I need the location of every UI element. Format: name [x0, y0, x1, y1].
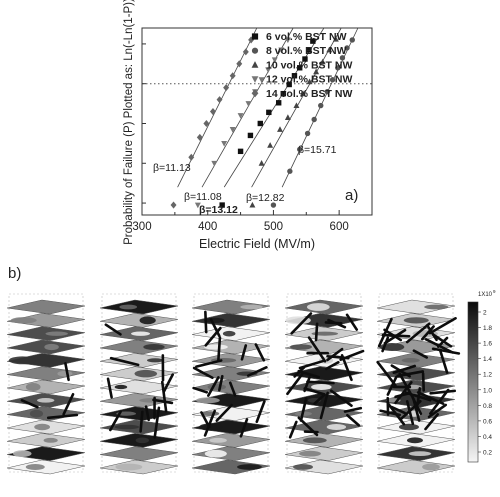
legend-marker: [252, 76, 259, 83]
data-point: [277, 126, 283, 132]
field-slice: [192, 313, 270, 327]
nanowire: [345, 408, 361, 411]
series-5: [171, 28, 257, 209]
colorbar-tick-label: 0.4: [483, 434, 492, 441]
legend-label: 12 vol.% BST NW: [266, 74, 352, 86]
nanowire: [423, 373, 424, 390]
legend-marker: [252, 48, 258, 54]
beta-annotation: β=13.12: [199, 204, 238, 216]
colorbar-tick-label: 2: [483, 310, 487, 317]
colorbar-tick-label: 0.2: [483, 450, 492, 457]
field-slice: [7, 407, 85, 421]
beta-annotation: β=11.08: [184, 191, 222, 203]
field-stack-1: [7, 294, 85, 474]
nanowire: [141, 412, 143, 432]
data-point: [285, 114, 291, 120]
nanowire: [431, 391, 455, 393]
data-point: [217, 96, 223, 103]
x-axis-label: Electric Field (MV/m): [199, 237, 315, 251]
colorbar-exponent: 1X10: [478, 292, 493, 298]
x-tick-label: 300: [132, 221, 151, 233]
colorbar-gradient: [468, 302, 478, 462]
data-point: [287, 169, 292, 174]
field-stack-3: [192, 294, 270, 474]
panel-b-label: b): [8, 265, 21, 282]
nanowire: [108, 379, 112, 397]
x-tick-label: 400: [198, 221, 217, 233]
data-point: [197, 134, 203, 141]
data-point: [259, 160, 265, 166]
field-slice: [100, 447, 178, 461]
y-axis-label: Probability of Failure (P) Plotted as: L…: [123, 0, 135, 245]
nanowire: [383, 335, 409, 336]
data-point: [276, 100, 281, 105]
nanowire: [65, 363, 68, 379]
field-slice: [192, 447, 270, 461]
data-point: [171, 202, 177, 209]
data-point: [318, 103, 323, 108]
field-slice: [100, 300, 178, 314]
data-point: [305, 131, 310, 136]
data-point: [238, 149, 243, 154]
field-slice: [285, 447, 363, 461]
nanowire: [347, 415, 358, 425]
colorbar-tick-label: 1.2: [483, 372, 492, 379]
field-slice: [192, 433, 270, 447]
field-stack-2: [100, 294, 178, 474]
colorbar-exponent-power: 9: [493, 289, 496, 294]
data-point: [266, 110, 271, 115]
nanowire: [205, 312, 206, 332]
data-point: [210, 108, 216, 115]
colorbar-tick-label: 1.0: [483, 387, 492, 394]
x-tick-label: 500: [264, 221, 283, 233]
colorbar-tick-label: 1.6: [483, 341, 492, 348]
x-tick-label: 600: [330, 221, 349, 233]
field-slice: [7, 380, 85, 394]
data-point: [350, 37, 355, 42]
data-point: [267, 142, 273, 148]
data-point: [245, 101, 251, 107]
data-point: [311, 117, 316, 122]
legend: 6 vol.% BST NW 8 vol.% BST NW 10 vol.% BST…: [252, 31, 353, 100]
colorbar-tick-label: 1.8: [483, 325, 492, 332]
colorbar-tick-label: 0.6: [483, 418, 492, 425]
data-point: [221, 141, 227, 147]
nanowire: [307, 382, 333, 383]
data-point: [211, 161, 217, 167]
nanowire: [305, 432, 317, 433]
field-slice: [7, 367, 85, 381]
data-point: [258, 121, 263, 126]
beta-annotation: β=12.82: [246, 192, 285, 204]
field-stack-4: [285, 294, 363, 474]
legend-marker: [252, 33, 258, 39]
data-point: [230, 72, 236, 79]
legend-label: 8 vol.% BST NW: [266, 45, 347, 57]
data-point: [236, 60, 242, 67]
nanowire: [316, 324, 317, 340]
weibull-chart: 300 400 500 600 Electric Field (MV/m) Probabi…: [0, 0, 500, 282]
legend-label: 10 vol.% BST NW: [266, 59, 352, 71]
field-stack-5: [377, 294, 459, 474]
field-slice: [100, 340, 178, 354]
legend-label: 14 vol.% BST NW: [266, 88, 352, 100]
legend-label: 6 vol.% BST NW: [266, 31, 347, 43]
panel-a-label: a): [345, 187, 358, 204]
nanowire: [164, 375, 173, 392]
nanowire: [218, 338, 220, 360]
colorbar-tick-label: 1.4: [483, 356, 492, 363]
field-slice: [100, 313, 178, 327]
colorbar-tick-label: 0.8: [483, 403, 492, 410]
data-point: [248, 133, 253, 138]
legend-marker: [252, 61, 259, 68]
beta-annotation: β=11.13: [153, 162, 191, 174]
beta-annotation: β=15.71: [298, 144, 337, 156]
